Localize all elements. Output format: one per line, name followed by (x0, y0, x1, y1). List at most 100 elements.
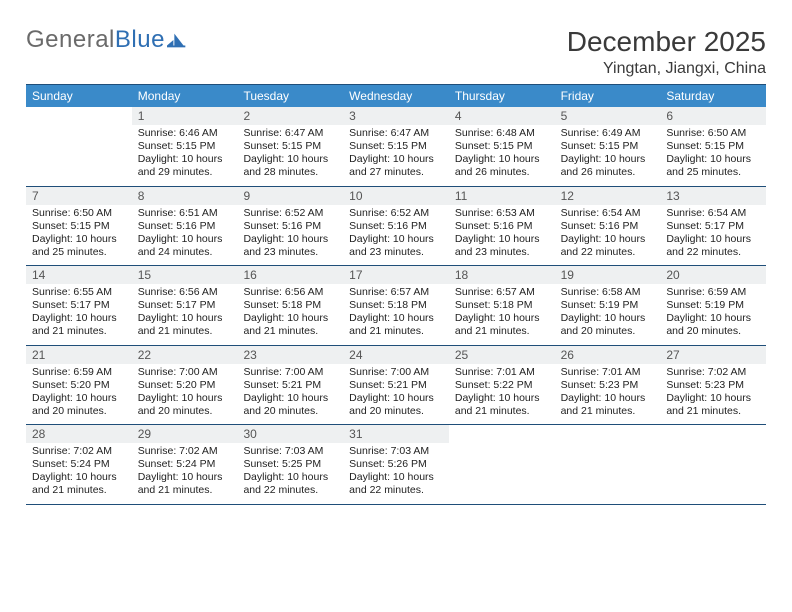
day-sunrise: Sunrise: 7:01 AM (455, 366, 549, 379)
brand-logo: GeneralBlue (26, 26, 189, 54)
calendar-page: GeneralBlue December 2025 Yingtan, Jiang… (0, 0, 792, 505)
day-sunset: Sunset: 5:17 PM (666, 220, 760, 233)
day-number: 15 (132, 266, 238, 284)
day-number: 9 (237, 187, 343, 205)
day-sunset: Sunset: 5:21 PM (243, 379, 337, 392)
day-number: 26 (555, 346, 661, 364)
day-sunset: Sunset: 5:17 PM (32, 299, 126, 312)
day-number: 25 (449, 346, 555, 364)
day-daylight: Daylight: 10 hours and 21 minutes. (32, 471, 126, 497)
day-sunset: Sunset: 5:22 PM (455, 379, 549, 392)
calendar-day-cell: 25Sunrise: 7:01 AMSunset: 5:22 PMDayligh… (449, 346, 555, 425)
day-daylight: Daylight: 10 hours and 21 minutes. (455, 312, 549, 338)
day-daylight: Daylight: 10 hours and 21 minutes. (666, 392, 760, 418)
day-entry: Sunrise: 6:59 AMSunset: 5:20 PMDaylight:… (26, 364, 132, 425)
day-daylight: Daylight: 10 hours and 21 minutes. (138, 312, 232, 338)
calendar-day-cell: 8Sunrise: 6:51 AMSunset: 5:16 PMDaylight… (132, 187, 238, 266)
day-sunrise: Sunrise: 6:55 AM (32, 286, 126, 299)
day-sunrise: Sunrise: 7:00 AM (243, 366, 337, 379)
calendar-day-cell: 10Sunrise: 6:52 AMSunset: 5:16 PMDayligh… (343, 187, 449, 266)
calendar-week-row: 28Sunrise: 7:02 AMSunset: 5:24 PMDayligh… (26, 425, 766, 505)
day-daylight: Daylight: 10 hours and 25 minutes. (666, 153, 760, 179)
day-sunrise: Sunrise: 6:46 AM (138, 127, 232, 140)
day-sunrise: Sunrise: 6:57 AM (455, 286, 549, 299)
day-sunset: Sunset: 5:15 PM (349, 140, 443, 153)
calendar-day-cell: 29Sunrise: 7:02 AMSunset: 5:24 PMDayligh… (132, 425, 238, 504)
day-sunrise: Sunrise: 6:50 AM (32, 207, 126, 220)
dow-sunday: Sunday (26, 85, 132, 107)
calendar-day-cell: 15Sunrise: 6:56 AMSunset: 5:17 PMDayligh… (132, 266, 238, 345)
dow-thursday: Thursday (449, 85, 555, 107)
calendar-day-cell: 30Sunrise: 7:03 AMSunset: 5:25 PMDayligh… (237, 425, 343, 504)
day-entry: Sunrise: 7:00 AMSunset: 5:21 PMDaylight:… (343, 364, 449, 425)
day-entry: Sunrise: 6:57 AMSunset: 5:18 PMDaylight:… (343, 284, 449, 345)
day-sunset: Sunset: 5:20 PM (138, 379, 232, 392)
day-daylight: Daylight: 10 hours and 22 minutes. (243, 471, 337, 497)
calendar-day-cell: 31Sunrise: 7:03 AMSunset: 5:26 PMDayligh… (343, 425, 449, 504)
day-daylight: Daylight: 10 hours and 21 minutes. (32, 312, 126, 338)
day-entry: Sunrise: 6:57 AMSunset: 5:18 PMDaylight:… (449, 284, 555, 345)
day-sunrise: Sunrise: 6:52 AM (243, 207, 337, 220)
day-sunrise: Sunrise: 6:50 AM (666, 127, 760, 140)
day-sunset: Sunset: 5:19 PM (561, 299, 655, 312)
day-sunset: Sunset: 5:25 PM (243, 458, 337, 471)
day-entry: Sunrise: 6:48 AMSunset: 5:15 PMDaylight:… (449, 125, 555, 186)
day-sunrise: Sunrise: 7:01 AM (561, 366, 655, 379)
day-sunrise: Sunrise: 6:52 AM (349, 207, 443, 220)
day-sunrise: Sunrise: 6:51 AM (138, 207, 232, 220)
calendar-day-cell: 13Sunrise: 6:54 AMSunset: 5:17 PMDayligh… (660, 187, 766, 266)
day-entry: Sunrise: 6:58 AMSunset: 5:19 PMDaylight:… (555, 284, 661, 345)
day-number: 14 (26, 266, 132, 284)
day-entry: Sunrise: 7:01 AMSunset: 5:23 PMDaylight:… (555, 364, 661, 425)
day-number: 16 (237, 266, 343, 284)
calendar-day-cell: 24Sunrise: 7:00 AMSunset: 5:21 PMDayligh… (343, 346, 449, 425)
day-number: 4 (449, 107, 555, 125)
day-number: 23 (237, 346, 343, 364)
dow-header-row: Sunday Monday Tuesday Wednesday Thursday… (26, 85, 766, 107)
day-entry: Sunrise: 6:55 AMSunset: 5:17 PMDaylight:… (26, 284, 132, 345)
day-sunset: Sunset: 5:16 PM (455, 220, 549, 233)
day-sunrise: Sunrise: 6:54 AM (561, 207, 655, 220)
day-sunset: Sunset: 5:18 PM (243, 299, 337, 312)
day-sunset: Sunset: 5:19 PM (666, 299, 760, 312)
calendar-day-cell: 26Sunrise: 7:01 AMSunset: 5:23 PMDayligh… (555, 346, 661, 425)
calendar-day-cell: 20Sunrise: 6:59 AMSunset: 5:19 PMDayligh… (660, 266, 766, 345)
day-daylight: Daylight: 10 hours and 28 minutes. (243, 153, 337, 179)
day-number: 27 (660, 346, 766, 364)
brand-sail-icon (167, 32, 189, 48)
day-daylight: Daylight: 10 hours and 20 minutes. (666, 312, 760, 338)
day-number: 19 (555, 266, 661, 284)
day-daylight: Daylight: 10 hours and 20 minutes. (32, 392, 126, 418)
day-sunrise: Sunrise: 6:54 AM (666, 207, 760, 220)
day-sunrise: Sunrise: 6:56 AM (243, 286, 337, 299)
calendar-day-cell: 14Sunrise: 6:55 AMSunset: 5:17 PMDayligh… (26, 266, 132, 345)
day-daylight: Daylight: 10 hours and 22 minutes. (561, 233, 655, 259)
day-daylight: Daylight: 10 hours and 20 minutes. (349, 392, 443, 418)
day-sunrise: Sunrise: 7:02 AM (138, 445, 232, 458)
day-entry: Sunrise: 7:02 AMSunset: 5:23 PMDaylight:… (660, 364, 766, 425)
day-number: 7 (26, 187, 132, 205)
day-sunrise: Sunrise: 7:02 AM (32, 445, 126, 458)
day-entry: Sunrise: 6:47 AMSunset: 5:15 PMDaylight:… (237, 125, 343, 186)
brand-name-blue: Blue (115, 26, 165, 53)
day-daylight: Daylight: 10 hours and 21 minutes. (138, 471, 232, 497)
day-number (449, 425, 555, 443)
day-entry: Sunrise: 6:49 AMSunset: 5:15 PMDaylight:… (555, 125, 661, 186)
day-sunset: Sunset: 5:20 PM (32, 379, 126, 392)
day-sunset: Sunset: 5:18 PM (455, 299, 549, 312)
day-sunset: Sunset: 5:23 PM (561, 379, 655, 392)
day-number: 29 (132, 425, 238, 443)
day-sunset: Sunset: 5:15 PM (666, 140, 760, 153)
day-number: 8 (132, 187, 238, 205)
day-entry: Sunrise: 6:51 AMSunset: 5:16 PMDaylight:… (132, 205, 238, 266)
calendar-day-cell: 4Sunrise: 6:48 AMSunset: 5:15 PMDaylight… (449, 107, 555, 186)
day-daylight: Daylight: 10 hours and 23 minutes. (349, 233, 443, 259)
day-sunset: Sunset: 5:24 PM (32, 458, 126, 471)
location-subtitle: Yingtan, Jiangxi, China (567, 60, 766, 78)
dow-wednesday: Wednesday (343, 85, 449, 107)
day-number: 1 (132, 107, 238, 125)
day-number: 28 (26, 425, 132, 443)
day-number: 30 (237, 425, 343, 443)
calendar-week-row: 21Sunrise: 6:59 AMSunset: 5:20 PMDayligh… (26, 346, 766, 426)
day-number: 21 (26, 346, 132, 364)
